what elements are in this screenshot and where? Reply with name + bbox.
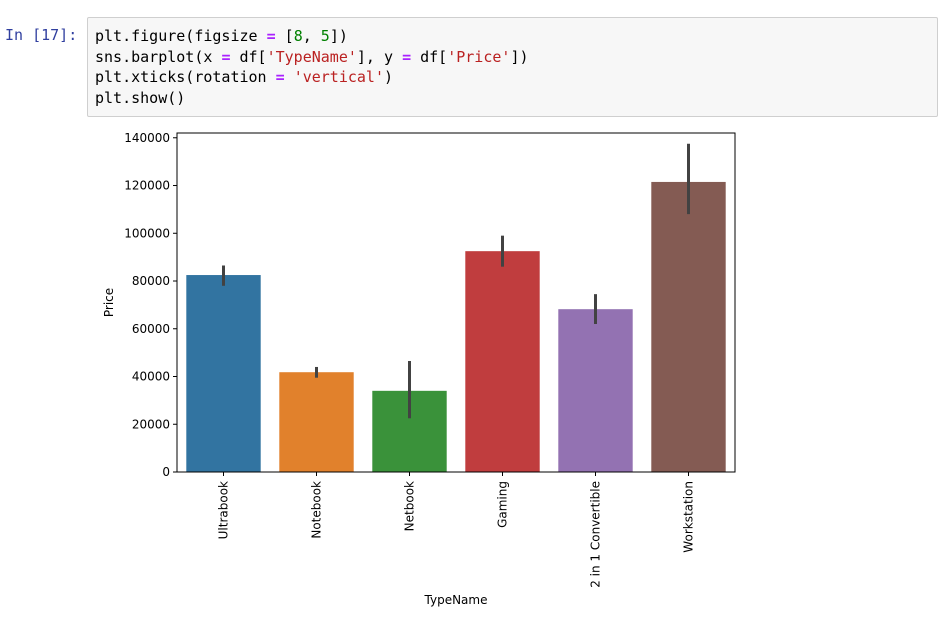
x-tick-label: Ultrabook	[217, 481, 231, 539]
y-tick-label: 60000	[132, 322, 170, 336]
code-token: =	[402, 47, 412, 66]
code-token: df[	[230, 47, 267, 66]
code-line: plt.xticks(rotation = 'vertical')	[95, 67, 529, 88]
y-tick-label: 40000	[132, 370, 170, 384]
code-token: =	[275, 68, 285, 86]
code-token: ,	[302, 27, 321, 45]
y-tick-label: 140000	[124, 131, 170, 145]
y-tick-label: 80000	[132, 274, 170, 288]
bar-2-in-1-convertible	[558, 309, 633, 472]
y-tick-label: 100000	[124, 226, 170, 240]
code-token: =	[266, 27, 276, 45]
code-token: ], y	[356, 47, 403, 66]
bar-gaming	[465, 251, 540, 472]
code-token: )	[384, 68, 394, 86]
bar-notebook	[279, 372, 354, 472]
code-line: sns.barplot(x = df['TypeName'], y = df['…	[95, 47, 529, 68]
x-axis-label: TypeName	[424, 593, 488, 607]
code-token	[285, 68, 294, 86]
code-token: 'Price'	[447, 47, 511, 66]
x-tick-label: Workstation	[682, 481, 696, 553]
code-token: =	[221, 47, 231, 66]
y-axis-label: Price	[102, 288, 116, 317]
code-token: plt.xticks(rotation	[95, 68, 276, 86]
code-token: sns.barplot(x	[95, 47, 222, 66]
code-token: plt.show()	[95, 88, 186, 107]
code-token: plt.figure(figsize	[95, 27, 267, 45]
bar-workstation	[651, 181, 726, 473]
code-token: [	[275, 27, 294, 45]
y-tick-label: 20000	[132, 417, 170, 431]
code-token: 8	[293, 27, 303, 45]
code-line: plt.figure(figsize = [8, 5])	[95, 26, 529, 47]
code-token: ])	[329, 27, 348, 45]
code-token: ])	[510, 47, 529, 66]
x-tick-label: 2 in 1 Convertible	[589, 481, 603, 588]
y-tick-label: 120000	[124, 179, 170, 193]
x-tick-label: Netbook	[403, 481, 417, 531]
code-token: df[	[411, 47, 448, 66]
code-input-area[interactable]: plt.figure(figsize = [8, 5]) sns.barplot(…	[87, 17, 938, 117]
code-token: 5	[320, 27, 330, 45]
code-editor[interactable]: plt.figure(figsize = [8, 5]) sns.barplot(…	[95, 26, 529, 108]
x-tick-label: Gaming	[496, 481, 510, 528]
bar-ultrabook	[186, 275, 261, 472]
code-token: 'TypeName'	[266, 47, 357, 66]
y-tick-label: 0	[162, 465, 170, 479]
code-line: plt.show()	[95, 88, 529, 109]
plot-frame	[176, 132, 736, 473]
input-prompt: In [17]:	[5, 26, 78, 44]
output-area: Ultrabook Notebook Netbook Gaming 2 in 1 Con…	[87, 124, 938, 621]
code-token: 'vertical'	[293, 68, 384, 86]
bar-chart: Ultrabook Notebook Netbook Gaming 2 in 1 Con…	[102, 131, 736, 607]
x-tick-label: Notebook	[310, 481, 324, 539]
